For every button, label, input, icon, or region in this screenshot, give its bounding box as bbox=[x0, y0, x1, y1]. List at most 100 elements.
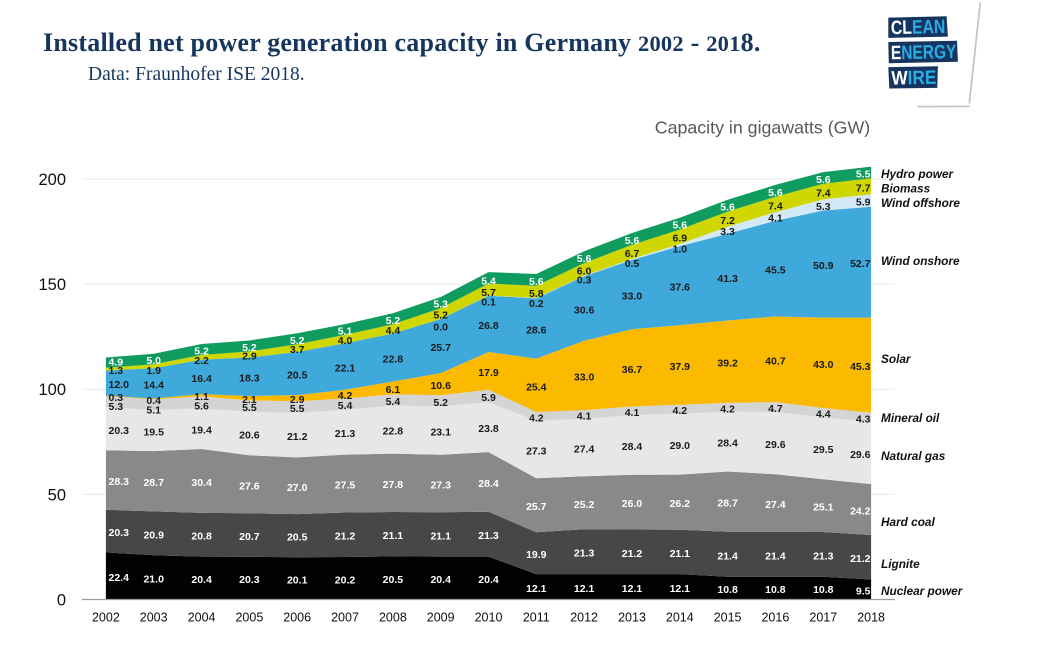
svg-text:6.7: 6.7 bbox=[625, 248, 640, 260]
svg-text:4.9: 4.9 bbox=[109, 357, 124, 369]
svg-text:5.2: 5.2 bbox=[386, 315, 401, 327]
svg-text:0: 0 bbox=[57, 592, 66, 610]
svg-text:41.3: 41.3 bbox=[717, 273, 738, 285]
svg-text:5.4: 5.4 bbox=[481, 275, 496, 287]
svg-text:40.7: 40.7 bbox=[765, 355, 786, 367]
svg-text:ENERGY: ENERGY bbox=[891, 41, 957, 64]
svg-text:10.6: 10.6 bbox=[430, 380, 451, 392]
svg-text:5.1: 5.1 bbox=[146, 405, 161, 417]
svg-text:23.1: 23.1 bbox=[430, 427, 451, 439]
svg-text:4.2: 4.2 bbox=[720, 403, 735, 415]
svg-text:Wind offshore: Wind offshore bbox=[881, 196, 960, 210]
svg-text:12.0: 12.0 bbox=[109, 379, 130, 391]
svg-text:50: 50 bbox=[48, 486, 66, 504]
svg-text:5.7: 5.7 bbox=[481, 287, 496, 299]
svg-text:27.4: 27.4 bbox=[574, 444, 595, 456]
svg-text:0.3: 0.3 bbox=[109, 392, 124, 404]
svg-text:21.3: 21.3 bbox=[478, 530, 499, 542]
svg-text:52.7: 52.7 bbox=[850, 258, 871, 270]
svg-text:19.5: 19.5 bbox=[143, 427, 164, 439]
svg-text:4.1: 4.1 bbox=[625, 407, 640, 419]
svg-text:2009: 2009 bbox=[427, 611, 455, 625]
svg-text:12.1: 12.1 bbox=[670, 583, 691, 595]
svg-text:2010: 2010 bbox=[475, 611, 503, 625]
svg-text:37.6: 37.6 bbox=[670, 282, 691, 294]
svg-text:29.5: 29.5 bbox=[813, 444, 834, 456]
svg-text:22.8: 22.8 bbox=[383, 354, 404, 366]
svg-text:27.8: 27.8 bbox=[383, 479, 404, 491]
svg-text:2011: 2011 bbox=[523, 611, 550, 625]
svg-text:21.2: 21.2 bbox=[335, 531, 356, 543]
svg-text:25.1: 25.1 bbox=[813, 502, 834, 514]
svg-text:2014: 2014 bbox=[666, 611, 694, 625]
svg-text:1.1: 1.1 bbox=[194, 391, 209, 403]
svg-text:2007: 2007 bbox=[331, 611, 359, 625]
svg-text:36.7: 36.7 bbox=[622, 364, 643, 376]
svg-text:Solar: Solar bbox=[881, 352, 912, 366]
svg-text:5.6: 5.6 bbox=[625, 235, 640, 247]
svg-text:21.2: 21.2 bbox=[622, 548, 643, 560]
svg-text:1.3: 1.3 bbox=[109, 365, 124, 377]
svg-text:28.6: 28.6 bbox=[526, 325, 547, 337]
svg-text:20.5: 20.5 bbox=[383, 574, 404, 586]
svg-text:Hard coal: Hard coal bbox=[881, 515, 935, 529]
svg-text:22.4: 22.4 bbox=[109, 572, 130, 584]
svg-text:19.4: 19.4 bbox=[191, 425, 212, 437]
svg-text:Capacity in gigawatts (GW): Capacity in gigawatts (GW) bbox=[655, 118, 870, 138]
svg-text:10.8: 10.8 bbox=[813, 584, 834, 596]
svg-text:25.7: 25.7 bbox=[430, 342, 451, 354]
svg-text:30.4: 30.4 bbox=[191, 477, 212, 489]
svg-text:20.3: 20.3 bbox=[109, 425, 130, 437]
svg-text:7.2: 7.2 bbox=[720, 215, 735, 227]
svg-text:0.1: 0.1 bbox=[481, 296, 496, 308]
svg-text:18.3: 18.3 bbox=[239, 373, 260, 385]
svg-text:3.7: 3.7 bbox=[290, 344, 305, 356]
svg-text:2013: 2013 bbox=[618, 611, 646, 625]
svg-text:2008: 2008 bbox=[379, 611, 407, 625]
svg-text:Biomass: Biomass bbox=[881, 182, 931, 196]
svg-text:14.4: 14.4 bbox=[143, 379, 164, 391]
svg-text:5.6: 5.6 bbox=[720, 202, 735, 214]
svg-text:20.4: 20.4 bbox=[430, 574, 451, 586]
svg-text:17.9: 17.9 bbox=[478, 367, 499, 379]
svg-text:25.4: 25.4 bbox=[526, 381, 547, 393]
svg-text:5.2: 5.2 bbox=[290, 335, 305, 347]
svg-text:10.8: 10.8 bbox=[717, 584, 738, 596]
svg-text:1.9: 1.9 bbox=[146, 365, 161, 377]
svg-text:4.2: 4.2 bbox=[672, 405, 687, 417]
svg-text:24.2: 24.2 bbox=[850, 506, 871, 518]
svg-text:10.8: 10.8 bbox=[765, 584, 786, 596]
svg-text:28.7: 28.7 bbox=[143, 477, 164, 489]
svg-text:26.2: 26.2 bbox=[670, 498, 691, 510]
svg-text:27.5: 27.5 bbox=[335, 480, 356, 492]
svg-text:5.1: 5.1 bbox=[338, 325, 353, 337]
svg-text:5.2: 5.2 bbox=[433, 397, 448, 409]
svg-text:Nuclear power: Nuclear power bbox=[881, 584, 964, 598]
svg-text:2003: 2003 bbox=[140, 611, 168, 625]
svg-text:4.3: 4.3 bbox=[856, 413, 871, 425]
svg-text:4.0: 4.0 bbox=[338, 335, 353, 347]
svg-text:200: 200 bbox=[38, 171, 66, 189]
svg-text:Installed net power generation: Installed net power generation capacity … bbox=[43, 28, 761, 57]
svg-text:2012: 2012 bbox=[570, 611, 598, 625]
svg-text:2004: 2004 bbox=[188, 611, 216, 625]
svg-text:27.3: 27.3 bbox=[526, 446, 547, 458]
svg-text:5.4: 5.4 bbox=[386, 396, 401, 408]
svg-text:6.0: 6.0 bbox=[577, 265, 592, 277]
svg-text:5.0: 5.0 bbox=[146, 355, 161, 367]
svg-text:29.0: 29.0 bbox=[670, 440, 691, 452]
svg-text:2006: 2006 bbox=[283, 611, 311, 625]
svg-text:33.0: 33.0 bbox=[574, 371, 595, 383]
svg-text:29.6: 29.6 bbox=[765, 439, 786, 451]
svg-text:20.9: 20.9 bbox=[143, 529, 164, 541]
svg-text:7.7: 7.7 bbox=[856, 182, 871, 194]
svg-text:28.4: 28.4 bbox=[622, 441, 643, 453]
svg-text:2.2: 2.2 bbox=[194, 355, 209, 367]
svg-text:29.6: 29.6 bbox=[850, 449, 871, 461]
svg-text:5.2: 5.2 bbox=[433, 310, 448, 322]
svg-text:26.8: 26.8 bbox=[478, 320, 499, 332]
svg-text:12.1: 12.1 bbox=[526, 583, 547, 595]
svg-text:25.2: 25.2 bbox=[574, 499, 595, 511]
svg-text:20.3: 20.3 bbox=[239, 574, 260, 586]
svg-text:5.6: 5.6 bbox=[577, 253, 592, 265]
